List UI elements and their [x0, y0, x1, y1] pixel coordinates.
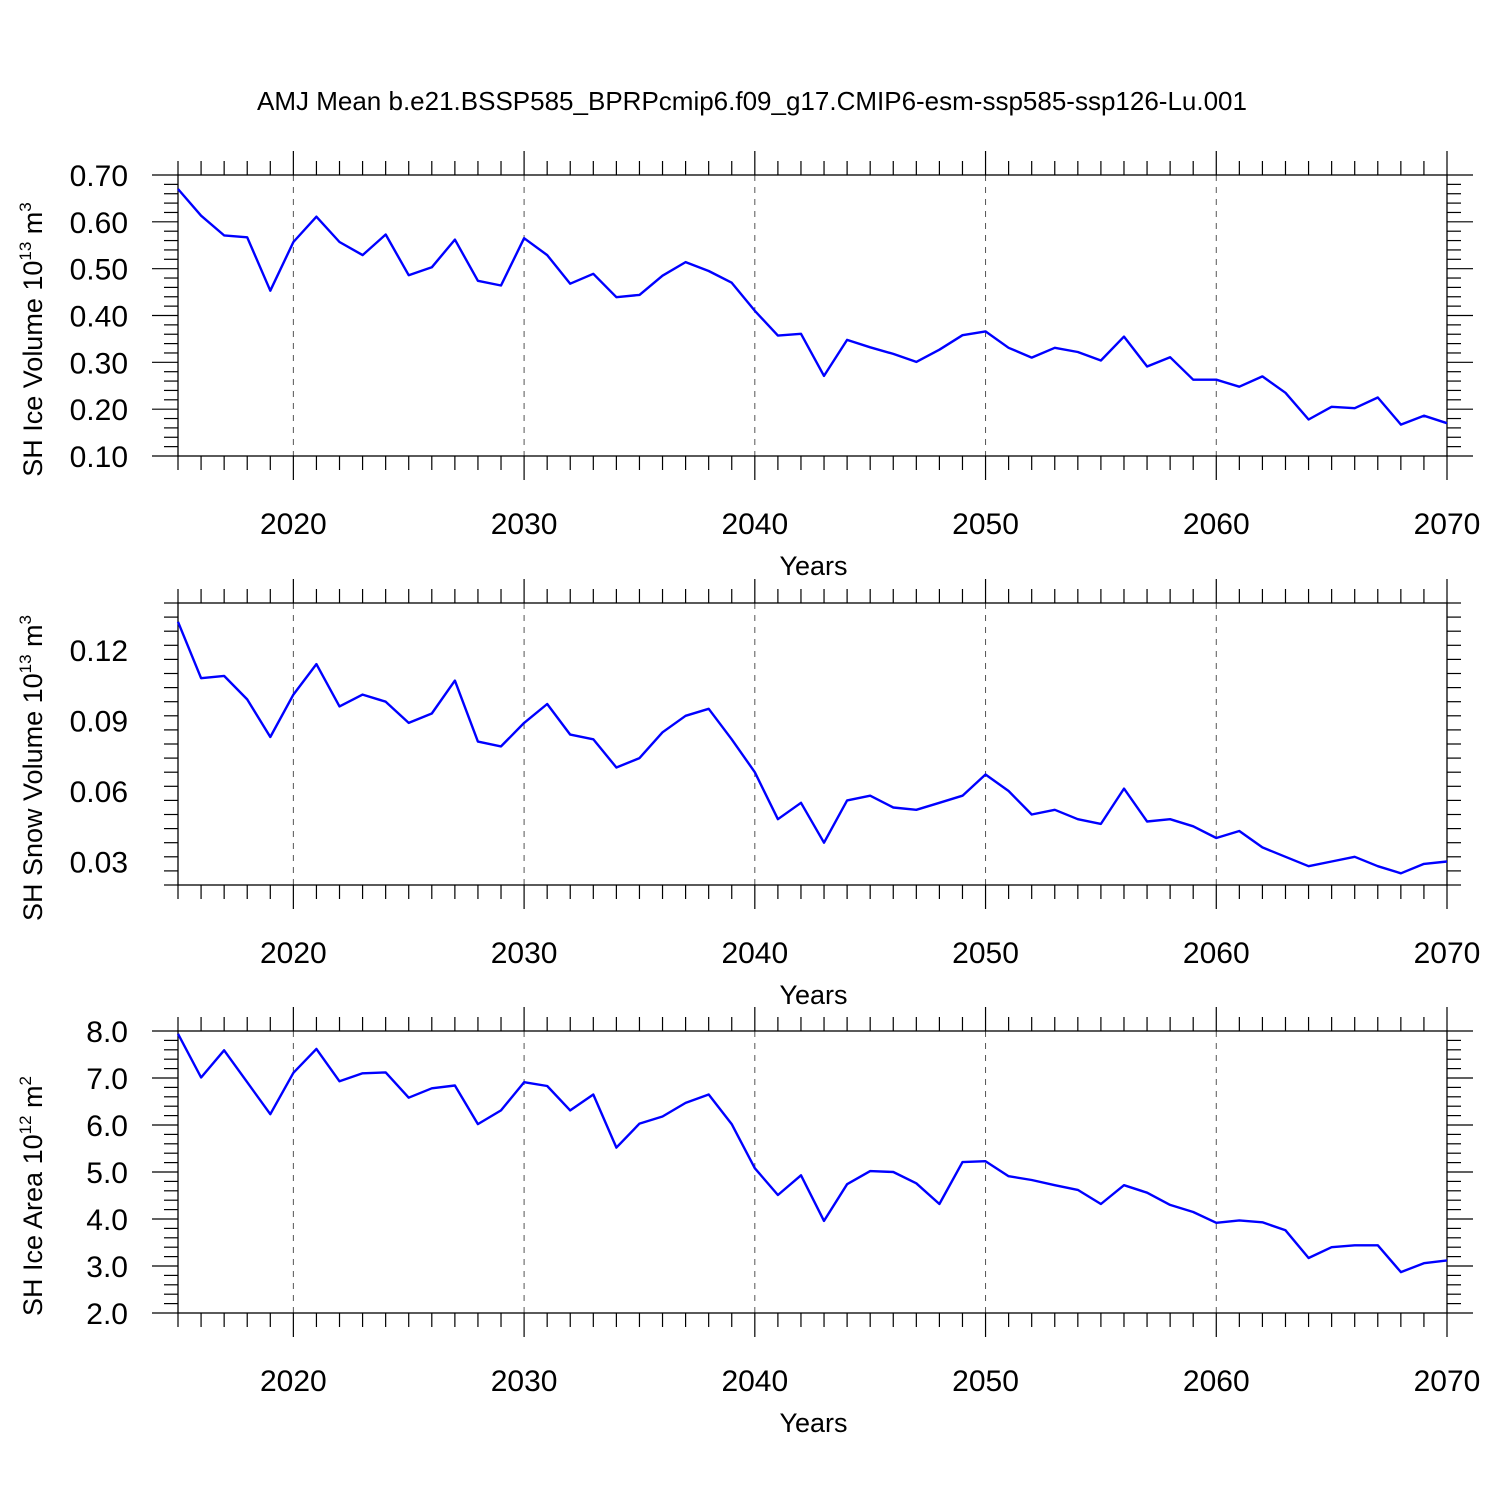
y-tick-label: 2.0	[86, 1298, 128, 1331]
grid-lines	[292, 603, 1217, 885]
y-axis-label-unit-exponent: 2	[16, 1076, 35, 1085]
y-axis-label-main: SH Ice Area 10	[18, 1134, 48, 1316]
y-tick-label: 3.0	[86, 1251, 128, 1284]
x-tick-label: 2050	[952, 508, 1019, 541]
plot-frame	[177, 602, 1448, 886]
y-axis-label-exponent: 13	[16, 654, 35, 673]
y-tick-label: 6.0	[86, 1110, 128, 1143]
x-tick-label: 2060	[1183, 508, 1250, 541]
axis-ticks	[164, 579, 1461, 909]
x-tick-labels: 2020 2030 2040 2050 2060 2070	[260, 1365, 1480, 1398]
x-tick-label: 2060	[1183, 1365, 1250, 1398]
y-axis-label: SH Ice Area 1012 m2	[16, 1076, 48, 1316]
y-tick-label: 0.06	[70, 776, 128, 809]
y-tick-label: 0.09	[70, 706, 128, 739]
ice-area-panel: 2.03.04.05.06.07.08.0 2020 2030 2040 2050 20…	[16, 1007, 1480, 1438]
y-axis-label-unit: m	[18, 1085, 48, 1115]
figure-title: AMJ Mean b.e21.BSSP585_BPRPcmip6.f09_g17…	[257, 86, 1247, 116]
x-tick-label: 2040	[721, 508, 788, 541]
y-tick-label: 0.50	[70, 254, 128, 287]
x-tick-label: 2050	[952, 937, 1019, 970]
y-tick-label: 4.0	[86, 1204, 128, 1237]
x-tick-label: 2020	[260, 508, 327, 541]
y-axis-label-main: SH Ice Volume 10	[18, 261, 48, 477]
x-tick-label: 2060	[1183, 937, 1250, 970]
y-axis-label-unit-exponent: 3	[16, 615, 35, 624]
x-tick-label: 2050	[952, 1365, 1019, 1398]
y-tick-label: 0.20	[70, 394, 128, 427]
y-tick-label: 0.10	[70, 441, 128, 474]
y-axis-label: SH Snow Volume 1013 m3	[16, 615, 48, 921]
y-axis-label-unit-exponent: 3	[16, 202, 35, 211]
ice-volume-panel: 0.10 0.20 0.30 0.40 0.50 0.60 0.70 2020 2030 204…	[16, 151, 1480, 581]
x-tick-label: 2020	[260, 1365, 327, 1398]
x-tick-label: 2070	[1414, 1365, 1481, 1398]
y-axis-label: SH Ice Volume 1013 m3	[16, 202, 48, 477]
x-axis-label: Years	[779, 1408, 847, 1438]
axis-ticks	[152, 1007, 1473, 1337]
y-tick-label: 0.12	[70, 635, 128, 668]
y-axis-label-exponent: 12	[16, 1115, 35, 1134]
y-axis-label-exponent: 13	[16, 242, 35, 261]
y-tick-label: 5.0	[86, 1157, 128, 1190]
plot-frame	[177, 1030, 1448, 1314]
grid-lines	[292, 1031, 1217, 1313]
x-tick-label: 2020	[260, 937, 327, 970]
x-tick-label: 2030	[491, 508, 558, 541]
y-tick-labels: 2.0 3.0 4.0 5.0 6.0 7.0 8.0	[86, 1016, 128, 1331]
y-axis-label-unit: m	[18, 624, 48, 654]
snow-volume-series-line	[176, 621, 1448, 875]
y-tick-label: 0.40	[70, 301, 128, 334]
y-tick-labels: 0.10 0.20 0.30 0.40 0.50 0.60 0.70	[70, 160, 128, 474]
axis-ticks	[152, 151, 1473, 480]
x-tick-label: 2070	[1414, 508, 1481, 541]
ice-volume-series-line	[177, 188, 1448, 426]
y-tick-label: 0.03	[70, 847, 128, 880]
plot-frame	[177, 174, 1448, 457]
y-tick-label: 0.60	[70, 207, 128, 240]
y-tick-label: 7.0	[86, 1063, 128, 1096]
x-tick-label: 2040	[721, 1365, 788, 1398]
ice-area-series-line	[176, 1033, 1448, 1274]
x-tick-labels: 2020 2030 2040 2050 2060 2070	[260, 508, 1480, 541]
x-tick-label: 2030	[491, 937, 558, 970]
grid-lines	[292, 175, 1217, 456]
x-tick-label: 2030	[491, 1365, 558, 1398]
snow-volume-panel: 0.03 0.06 0.09 0.12 2020 2030 2040 2050 2060 207…	[16, 579, 1480, 1010]
x-axis-label: Years	[779, 980, 847, 1010]
y-axis-label-main: SH Snow Volume 10	[18, 673, 48, 921]
y-tick-label: 0.70	[70, 160, 128, 193]
x-tick-labels: 2020 2030 2040 2050 2060 2070	[260, 937, 1480, 970]
x-tick-label: 2070	[1414, 937, 1481, 970]
y-tick-label: 8.0	[86, 1016, 128, 1049]
y-axis-label-unit: m	[18, 212, 48, 242]
y-tick-label: 0.30	[70, 347, 128, 380]
x-axis-label: Years	[779, 551, 847, 581]
x-tick-label: 2040	[721, 937, 788, 970]
y-tick-labels: 0.03 0.06 0.09 0.12	[70, 635, 128, 880]
